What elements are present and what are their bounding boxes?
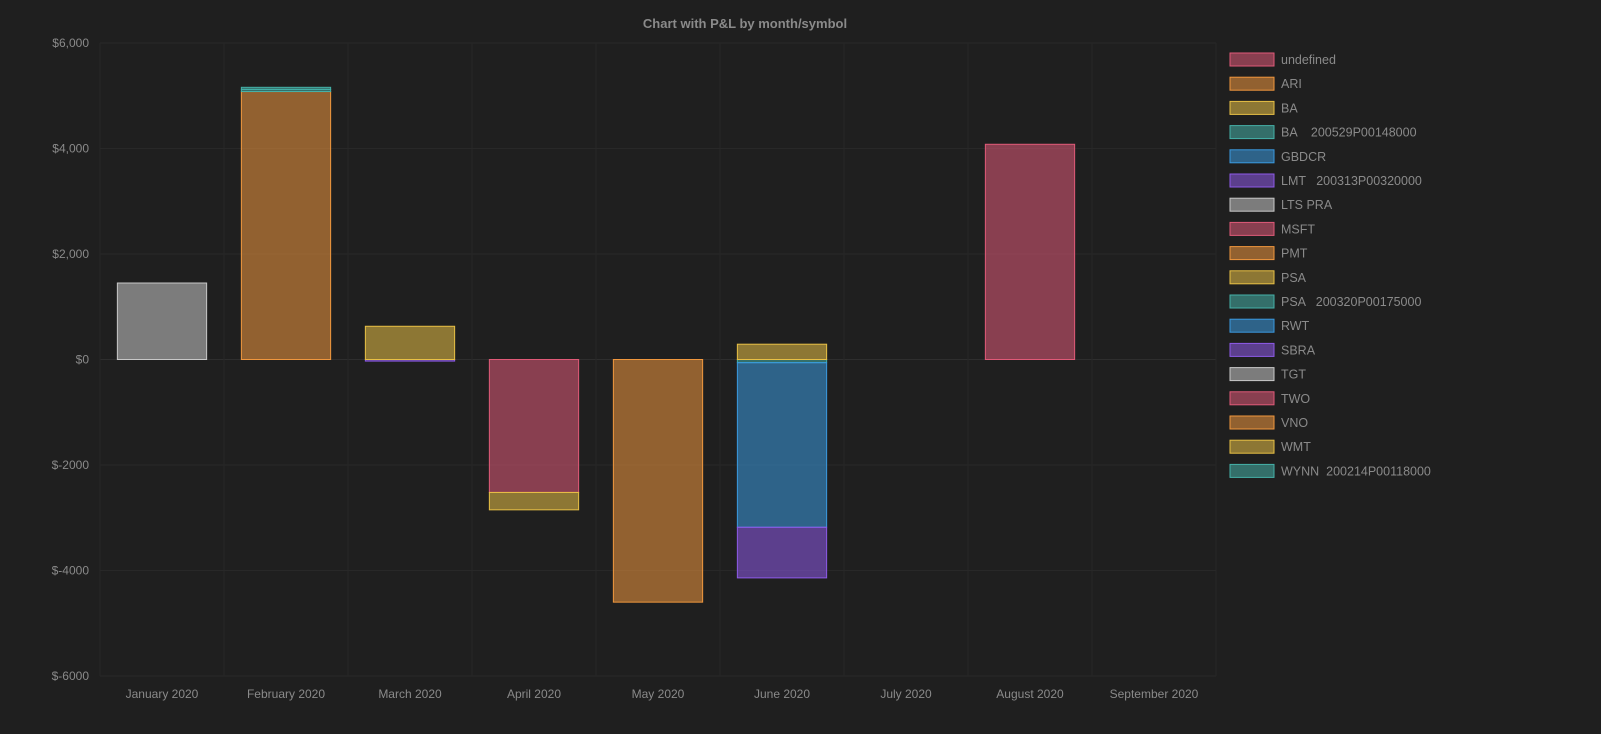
- x-tick-label: September 2020: [1110, 687, 1199, 701]
- legend-swatch: [1229, 391, 1275, 406]
- legend-swatch: [1229, 415, 1275, 430]
- legend-item[interactable]: TWO: [1229, 391, 1310, 406]
- legend-label: undefined: [1281, 53, 1336, 67]
- legend-item[interactable]: LMT 200313P00320000: [1229, 173, 1422, 188]
- legend-item[interactable]: PSA: [1229, 270, 1307, 285]
- legend-swatch: [1229, 318, 1275, 333]
- legend-item[interactable]: PSA 200320P00175000: [1229, 294, 1421, 309]
- legend-label: PSA 200320P00175000: [1281, 295, 1421, 309]
- bar-segment[interactable]: [488, 491, 580, 511]
- x-tick-label: June 2020: [754, 687, 810, 701]
- legend-swatch: [1229, 342, 1275, 357]
- legend-label: ARI: [1281, 77, 1302, 91]
- legend-item[interactable]: VNO: [1229, 415, 1308, 430]
- legend-swatch: [1229, 125, 1275, 140]
- bar-segment[interactable]: [240, 91, 332, 360]
- x-tick-label: March 2020: [378, 687, 442, 701]
- legend-item[interactable]: BA 200529P00148000: [1229, 125, 1417, 140]
- y-tick-label: $-4000: [52, 564, 90, 578]
- chart-title: Chart with P&L by month/symbol: [643, 16, 847, 31]
- legend-item[interactable]: LTS PRA: [1229, 197, 1333, 212]
- bar-segment[interactable]: [612, 359, 704, 603]
- legend-item[interactable]: BA: [1229, 100, 1298, 115]
- legend-label: PMT: [1281, 247, 1308, 261]
- bar-segment[interactable]: [116, 282, 208, 361]
- legend-label: TWO: [1281, 392, 1310, 406]
- x-tick-label: July 2020: [880, 687, 932, 701]
- legend-swatch: [1229, 173, 1275, 188]
- legend-swatch: [1229, 294, 1275, 309]
- legend-swatch: [1229, 100, 1275, 115]
- legend-label: VNO: [1281, 416, 1308, 430]
- x-tick-label: May 2020: [632, 687, 685, 701]
- legend-label: GBDCR: [1281, 150, 1326, 164]
- bar-segment[interactable]: [488, 359, 580, 493]
- legend-item[interactable]: GBDCR: [1229, 149, 1326, 164]
- bar-segment[interactable]: [736, 526, 828, 579]
- legend-label: WMT: [1281, 440, 1311, 454]
- y-tick-label: $6,000: [52, 36, 89, 50]
- legend-swatch: [1229, 221, 1275, 236]
- legend-swatch: [1229, 76, 1275, 91]
- legend-swatch: [1229, 439, 1275, 454]
- legend-swatch: [1229, 197, 1275, 212]
- bar-segment[interactable]: [736, 343, 828, 361]
- legend-swatch: [1229, 367, 1275, 382]
- legend-label: WYNN 200214P00118000: [1281, 464, 1431, 478]
- y-tick-label: $0: [76, 353, 90, 367]
- legend-label: TGT: [1281, 368, 1306, 382]
- axes: $6,000 $4,000 $2,000 $0 $-2000 $-4000 $-6000 Ja…: [52, 36, 1199, 701]
- legend-item[interactable]: WMT: [1229, 439, 1311, 454]
- bar-segment[interactable]: [984, 143, 1076, 360]
- bar-segment[interactable]: [364, 325, 456, 360]
- legend-label: SBRA: [1281, 343, 1316, 357]
- legend-item[interactable]: ARI: [1229, 76, 1302, 91]
- x-tick-label: February 2020: [247, 687, 325, 701]
- x-tick-label: April 2020: [507, 687, 561, 701]
- legend-label: PSA: [1281, 271, 1307, 285]
- y-tick-label: $-6000: [52, 669, 90, 683]
- legend-swatch: [1229, 246, 1275, 261]
- legend-label: RWT: [1281, 319, 1310, 333]
- legend-label: BA 200529P00148000: [1281, 126, 1417, 140]
- x-tick-label: January 2020: [126, 687, 199, 701]
- legend-item[interactable]: undefined: [1229, 52, 1336, 67]
- legend-item[interactable]: MSFT: [1229, 221, 1315, 236]
- bar-segment[interactable]: [736, 362, 828, 528]
- y-tick-label: $-2000: [52, 458, 90, 472]
- legend-swatch: [1229, 463, 1275, 478]
- legend-label: BA: [1281, 101, 1298, 115]
- legend-item[interactable]: TGT: [1229, 367, 1306, 382]
- legend-item[interactable]: SBRA: [1229, 342, 1316, 357]
- bars: [116, 86, 1076, 603]
- legend-swatch: [1229, 52, 1275, 67]
- legend-label: LTS PRA: [1281, 198, 1333, 212]
- legend-item[interactable]: PMT: [1229, 246, 1308, 261]
- legend-swatch: [1229, 149, 1275, 164]
- legend-label: LMT 200313P00320000: [1281, 174, 1422, 188]
- y-tick-label: $4,000: [52, 142, 89, 156]
- legend-swatch: [1229, 270, 1275, 285]
- x-tick-label: August 2020: [996, 687, 1064, 701]
- legend: undefined ARI BA BA 200529P00148000 GBDCR LMT…: [1229, 52, 1431, 478]
- legend-item[interactable]: WYNN 200214P00118000: [1229, 463, 1431, 478]
- bar-segment[interactable]: [240, 86, 332, 90]
- legend-item[interactable]: RWT: [1229, 318, 1310, 333]
- y-tick-label: $2,000: [52, 247, 89, 261]
- legend-label: MSFT: [1281, 222, 1315, 236]
